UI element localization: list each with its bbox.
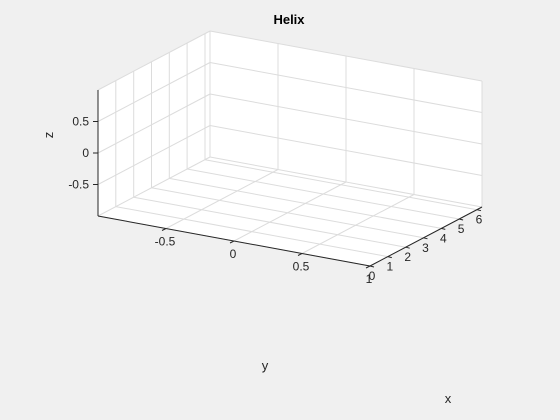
y-tick-label: 1: [386, 260, 393, 274]
z-axis-label: z: [41, 132, 56, 139]
y-tick-label: 4: [440, 231, 447, 245]
axes-panes: [98, 31, 482, 266]
y-tick-mark: [387, 256, 392, 259]
y-axis-label: y: [262, 358, 269, 373]
grid-line-z-left: [97, 125, 211, 185]
y-tick-label: 2: [404, 250, 411, 264]
y-tick-label: 5: [458, 222, 465, 236]
x-tick-mark: [297, 253, 303, 256]
x-tick-label: 1: [366, 272, 373, 286]
z-tick-label: -0.5: [68, 178, 89, 192]
z-tick-label: 0: [82, 146, 89, 160]
pane-edge: [97, 156, 211, 217]
grid-line-z-back: [209, 93, 483, 145]
x-tick-mark: [365, 265, 371, 269]
grid-line-x-floor: [165, 169, 279, 229]
grid-line-y-floor: [169, 177, 442, 229]
grid-line-x-floor: [233, 181, 347, 242]
grid-line-z-back: [209, 62, 483, 113]
chart-title: Helix: [273, 12, 305, 27]
grid-line-z-back: [209, 125, 483, 176]
grid-line-y-floor: [187, 168, 460, 220]
y-tick-mark: [405, 246, 410, 249]
y-tick-label: 0: [369, 269, 376, 283]
y-tick-mark: [476, 209, 482, 212]
grid-line-x-floor: [301, 194, 415, 254]
grid-line-y-floor: [133, 196, 406, 248]
grid-line-y-floor: [151, 187, 424, 239]
grid-line-z-left: [97, 93, 211, 154]
y-tick-mark: [369, 265, 375, 268]
pane-edge: [209, 30, 483, 82]
x-tick-label: 0: [230, 247, 237, 261]
y-tick-mark: [441, 227, 446, 230]
y-tick-label: 3: [422, 241, 429, 255]
x-axis-label: x: [445, 391, 452, 406]
z-tick-label: 0.5: [72, 115, 89, 129]
pane-edge: [209, 156, 483, 208]
y-axis-line: [369, 206, 483, 267]
x-tick-mark: [161, 228, 167, 231]
grid-line-y-floor: [204, 159, 478, 211]
x-tick-mark: [229, 240, 235, 244]
x-tick-label: -0.5: [155, 235, 176, 249]
y-tick-mark: [458, 218, 464, 221]
x-tick-label: 0.5: [293, 260, 310, 274]
grid-line-y-floor: [115, 206, 388, 258]
y-tick-label: 6: [476, 213, 483, 227]
y-tick-mark: [423, 237, 428, 240]
pane-edge: [97, 30, 211, 91]
grid-line-z-left: [97, 62, 211, 122]
